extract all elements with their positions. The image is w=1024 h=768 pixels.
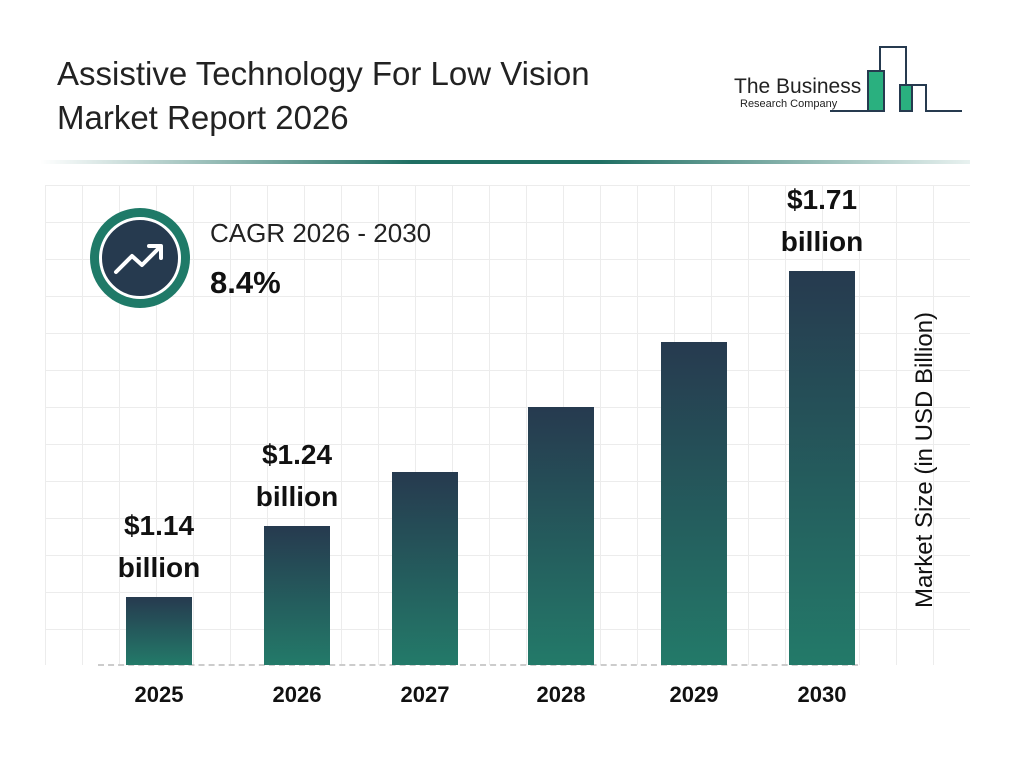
logo-bars-icon (830, 46, 962, 112)
x-tick-label: 2028 (536, 682, 586, 707)
data-label-line1: $1.71 (786, 184, 858, 216)
x-tick-label: 2030 (797, 682, 847, 707)
data-label-line1: $1.14 (123, 510, 195, 542)
title-line-1: Assistive Technology For Low Vision (57, 55, 590, 92)
bar-2026 (264, 526, 330, 665)
title-line-2: Market Report 2026 (57, 99, 349, 136)
x-tick-label: 2025 (134, 682, 184, 707)
data-label-2025: $1.14 billion (89, 505, 229, 589)
data-label-line2: billion (117, 552, 201, 584)
x-tick-label: 2029 (669, 682, 719, 707)
cagr-label: CAGR 2026 - 2030 (210, 218, 432, 248)
bar-2025 (126, 597, 192, 665)
bar-2028 (528, 406, 594, 665)
x-tick-label: 2027 (400, 682, 450, 707)
bar-2029 (661, 341, 727, 665)
cagr-value: 8.4% (210, 265, 281, 300)
data-label-line2: billion (780, 226, 864, 258)
data-label-line2: billion (255, 481, 339, 513)
header-divider (40, 160, 970, 164)
x-axis-baseline (98, 664, 858, 666)
company-logo: The Business Research Company (730, 45, 970, 115)
logo-text-1: The Business (734, 75, 862, 98)
y-axis-label: Market Size (in USD Billion) (911, 311, 938, 609)
bar-2027 (392, 471, 458, 665)
bar-2030 (789, 271, 855, 665)
cagr-badge (90, 208, 190, 308)
data-label-2026: $1.24 billion (227, 434, 367, 518)
data-label-2030: $1.71 billion (752, 179, 892, 263)
data-label-line1: $1.24 (261, 439, 333, 471)
trending-up-icon (114, 244, 163, 274)
x-tick-label: 2026 (272, 682, 322, 707)
page-title: Assistive Technology For Low Vision Mark… (57, 52, 707, 140)
logo-text-2: Research Company (740, 98, 838, 110)
